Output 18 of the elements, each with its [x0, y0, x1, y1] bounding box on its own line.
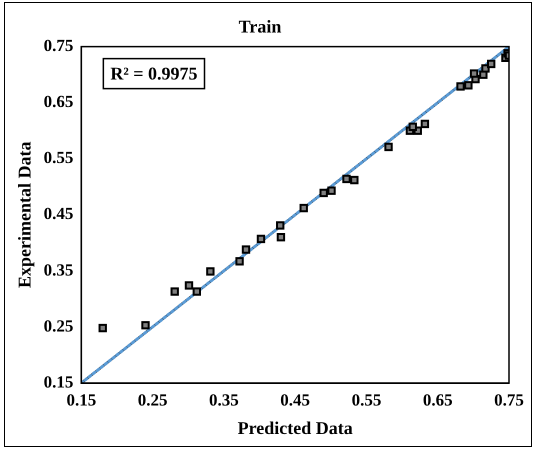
y-tick-label: 0.55: [44, 148, 74, 168]
annotation: R² = 0.9975: [110, 63, 198, 84]
x-tick-label: 0.35: [209, 390, 239, 410]
x-tick-label: 0.65: [422, 390, 453, 410]
x-tick-label: 0.45: [280, 390, 310, 410]
y-tick-label: 0.75: [44, 36, 74, 55]
y-tick-label: 0.45: [44, 204, 74, 224]
y-tick-label: 0.35: [44, 260, 74, 280]
x-tick-label: 0.75: [494, 390, 524, 410]
y-tick-label: 0.15: [44, 372, 74, 392]
x-tick-label: 0.25: [138, 390, 168, 410]
y-axis-title: Experimental Data: [14, 142, 34, 288]
chart-title: Train: [238, 16, 282, 36]
y-tick-label: 0.65: [44, 92, 74, 112]
x-tick-label: 0.15: [66, 390, 96, 410]
y-tick-label: 0.25: [44, 316, 74, 336]
x-tick-label: 0.55: [352, 390, 382, 410]
x-axis-title: Predicted Data: [238, 418, 353, 438]
